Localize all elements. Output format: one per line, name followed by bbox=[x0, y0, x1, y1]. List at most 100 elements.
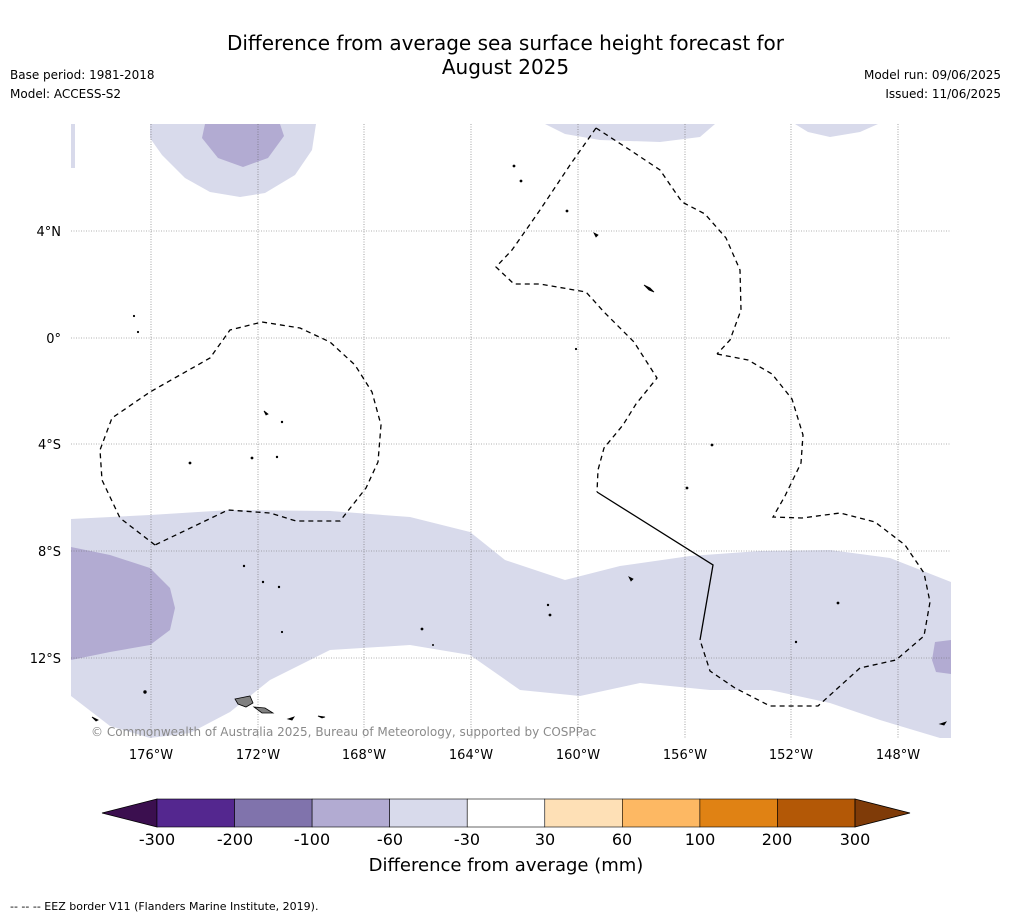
eez-border-north bbox=[595, 127, 742, 355]
lon-label: 152°W bbox=[769, 748, 813, 763]
island-marker bbox=[565, 209, 569, 213]
solid-boundary bbox=[596, 491, 714, 641]
island-marker bbox=[143, 690, 147, 694]
lon-label: 148°W bbox=[876, 748, 920, 763]
anomaly-region-medium bbox=[71, 547, 175, 660]
lon-label: 172°W bbox=[236, 748, 280, 763]
lat-label: 4°S bbox=[38, 438, 61, 453]
island-marker bbox=[275, 455, 279, 459]
colorbar-extend-min bbox=[101, 798, 158, 828]
island-marker bbox=[286, 716, 295, 721]
anomaly-region-light bbox=[71, 124, 75, 168]
colorbar-tick: 200 bbox=[762, 830, 793, 849]
island-marker bbox=[574, 347, 578, 351]
lon-label: 176°W bbox=[129, 748, 173, 763]
island-marker bbox=[512, 164, 516, 168]
eez-footnote: -- -- -- EEZ border V11 (Flanders Marine… bbox=[10, 900, 319, 913]
island-marker bbox=[643, 284, 655, 293]
colorbar-tick: 60 bbox=[612, 830, 632, 849]
graticule bbox=[71, 124, 951, 738]
lat-label: 8°S bbox=[38, 545, 61, 560]
island-marker bbox=[263, 410, 269, 416]
title-line-1: Difference from average sea surface heig… bbox=[226, 31, 785, 55]
colorbar-bin bbox=[234, 798, 313, 828]
colorbar-tick: -200 bbox=[217, 830, 253, 849]
colorbar-tick: -60 bbox=[377, 830, 403, 849]
islands bbox=[91, 164, 947, 726]
large-islands bbox=[234, 695, 275, 714]
island-marker bbox=[261, 580, 265, 584]
eez-border-west bbox=[99, 321, 382, 546]
left-metadata: Base period: 1981-2018 Model: ACCESS-S2 bbox=[10, 66, 155, 104]
colorbar-bin bbox=[466, 798, 546, 828]
model-text: Model: ACCESS-S2 bbox=[10, 87, 122, 101]
colorbar-bins bbox=[156, 798, 856, 828]
colorbar-label: Difference from average (mm) bbox=[369, 855, 644, 876]
issued-text: Issued: 11/06/2025 bbox=[885, 87, 1001, 101]
anomaly-region-medium bbox=[202, 124, 284, 167]
map-title: Difference from average sea surface heig… bbox=[0, 31, 1011, 79]
boundary-line bbox=[596, 491, 714, 641]
island-marker bbox=[250, 456, 254, 460]
island-savaii bbox=[252, 706, 275, 714]
colorbar-tick: -30 bbox=[454, 830, 480, 849]
island-marker bbox=[280, 630, 284, 634]
lat-label: 4°N bbox=[37, 225, 62, 240]
island-marker bbox=[431, 644, 434, 647]
island-marker bbox=[710, 443, 714, 447]
lon-label: 160°W bbox=[556, 748, 600, 763]
island-marker bbox=[546, 603, 550, 607]
colorbar-tick: -300 bbox=[139, 830, 175, 849]
colorbar: -300 -200 -100 -60 -30 30 60 100 200 300… bbox=[101, 798, 911, 876]
longitude-labels: 176°W 172°W 168°W 164°W 160°W 156°W 152°… bbox=[129, 748, 920, 763]
colorbar-tick: 30 bbox=[535, 830, 555, 849]
colorbar-bin bbox=[156, 798, 235, 828]
island-upolu bbox=[234, 695, 254, 708]
lon-label: 156°W bbox=[663, 748, 707, 763]
lat-label: 12°S bbox=[30, 652, 61, 667]
island-marker bbox=[132, 314, 136, 318]
island-marker bbox=[548, 613, 552, 617]
island-marker bbox=[188, 461, 192, 465]
copyright-text: © Commonwealth of Australia 2025, Bureau… bbox=[91, 725, 596, 739]
island-marker bbox=[593, 232, 599, 238]
colorbar-bin bbox=[389, 798, 468, 828]
eez-border-central bbox=[495, 127, 658, 493]
island-marker bbox=[91, 716, 99, 722]
colorbar-tick: 300 bbox=[840, 830, 871, 849]
title-line-2: August 2025 bbox=[441, 55, 570, 79]
island-marker bbox=[938, 721, 947, 726]
eez-border-east bbox=[699, 353, 931, 707]
colorbar-extend-max bbox=[854, 798, 911, 828]
colorbar-bin bbox=[777, 798, 856, 828]
anomaly-region-light bbox=[795, 124, 878, 137]
base-period-text: Base period: 1981-2018 bbox=[10, 68, 155, 82]
anomaly-band-south bbox=[71, 510, 951, 738]
eez-borders bbox=[99, 127, 931, 707]
latitude-labels: 4°N 0° 4°S 8°S 12°S bbox=[30, 225, 61, 667]
island-marker bbox=[628, 576, 634, 582]
island-marker bbox=[280, 420, 284, 424]
island-marker bbox=[685, 486, 689, 490]
island-marker bbox=[519, 179, 523, 183]
lon-label: 168°W bbox=[342, 748, 386, 763]
colorbar-bin bbox=[622, 798, 701, 828]
anomaly-region-light bbox=[545, 124, 715, 142]
anomaly-layer bbox=[71, 124, 951, 738]
colorbar-tick: -100 bbox=[294, 830, 330, 849]
island-marker bbox=[420, 627, 424, 631]
island-marker bbox=[136, 330, 140, 334]
colorbar-bin bbox=[699, 798, 778, 828]
colorbar-bin bbox=[311, 798, 390, 828]
island-marker bbox=[836, 601, 840, 605]
colorbar-tick-labels: -300 -200 -100 -60 -30 30 60 100 200 300 bbox=[139, 830, 870, 849]
colorbar-bin bbox=[544, 798, 623, 828]
island-marker bbox=[242, 564, 246, 568]
model-run-text: Model run: 09/06/2025 bbox=[863, 68, 1001, 82]
island-marker bbox=[317, 715, 326, 719]
island-marker bbox=[794, 640, 798, 644]
island-marker bbox=[277, 585, 281, 589]
lon-label: 164°W bbox=[449, 748, 493, 763]
right-metadata: Model run: 09/06/2025 Issued: 11/06/2025 bbox=[864, 66, 1001, 104]
